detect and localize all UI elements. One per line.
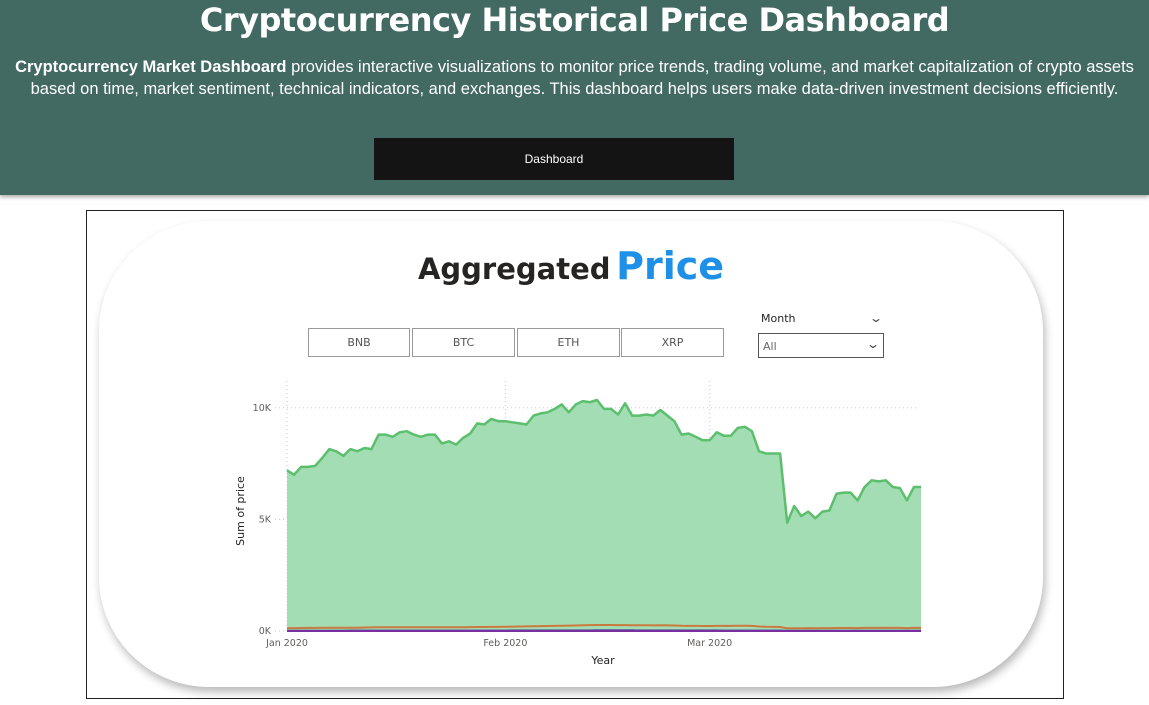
- month-dropdown-value: All: [763, 340, 777, 353]
- slicer-btc[interactable]: BTC: [412, 328, 515, 357]
- x-tick-label: Feb 2020: [483, 638, 527, 649]
- y-tick-label: 0K: [259, 626, 272, 637]
- month-dropdown-label: Month: [761, 312, 796, 325]
- slicer-bnb[interactable]: BNB: [308, 328, 410, 357]
- chevron-down-icon[interactable]: ⌄: [868, 311, 884, 325]
- price-area-chart: 0K 5K 10K Jan 2020 Feb 2020 Mar 2020 Year Sum o…: [234, 381, 921, 667]
- slicer-xrp[interactable]: XRP: [621, 328, 724, 357]
- chart-title-part1: Aggregated: [417, 252, 611, 286]
- month-dropdown[interactable]: All ⌄: [758, 333, 884, 358]
- series-area-btc: [287, 400, 921, 631]
- chevron-down-icon: ⌄: [865, 337, 881, 351]
- dashboard-button[interactable]: Dashboard: [374, 138, 734, 180]
- chart-title: Aggregated Price: [99, 244, 1043, 288]
- page-description: Cryptocurrency Market Dashboard provides…: [0, 56, 1149, 100]
- description-text: provides interactive visualizations to m…: [30, 58, 1134, 98]
- chart-panel: 0K 5K 10K Jan 2020 Feb 2020 Mar 2020 Year Sum o…: [86, 210, 1064, 699]
- series-line-btc: [286, 398, 921, 524]
- x-tick-label: Mar 2020: [687, 638, 732, 649]
- y-axis-title: Sum of price: [234, 476, 247, 546]
- slicer-eth[interactable]: ETH: [517, 328, 620, 357]
- x-axis-title: Year: [590, 654, 615, 667]
- header-banner: Cryptocurrency Historical Price Dashboar…: [0, 0, 1149, 195]
- series-line-eth: [287, 624, 921, 630]
- page-title: Cryptocurrency Historical Price Dashboar…: [199, 1, 950, 39]
- chart-title-part2: Price: [616, 244, 725, 288]
- y-tick-label: 5K: [259, 514, 272, 525]
- x-tick-label: Jan 2020: [265, 638, 308, 649]
- chart-card: 0K 5K 10K Jan 2020 Feb 2020 Mar 2020 Year Sum o…: [99, 221, 1043, 687]
- description-bold: Cryptocurrency Market Dashboard: [15, 58, 287, 76]
- y-tick-label: 10K: [253, 403, 272, 414]
